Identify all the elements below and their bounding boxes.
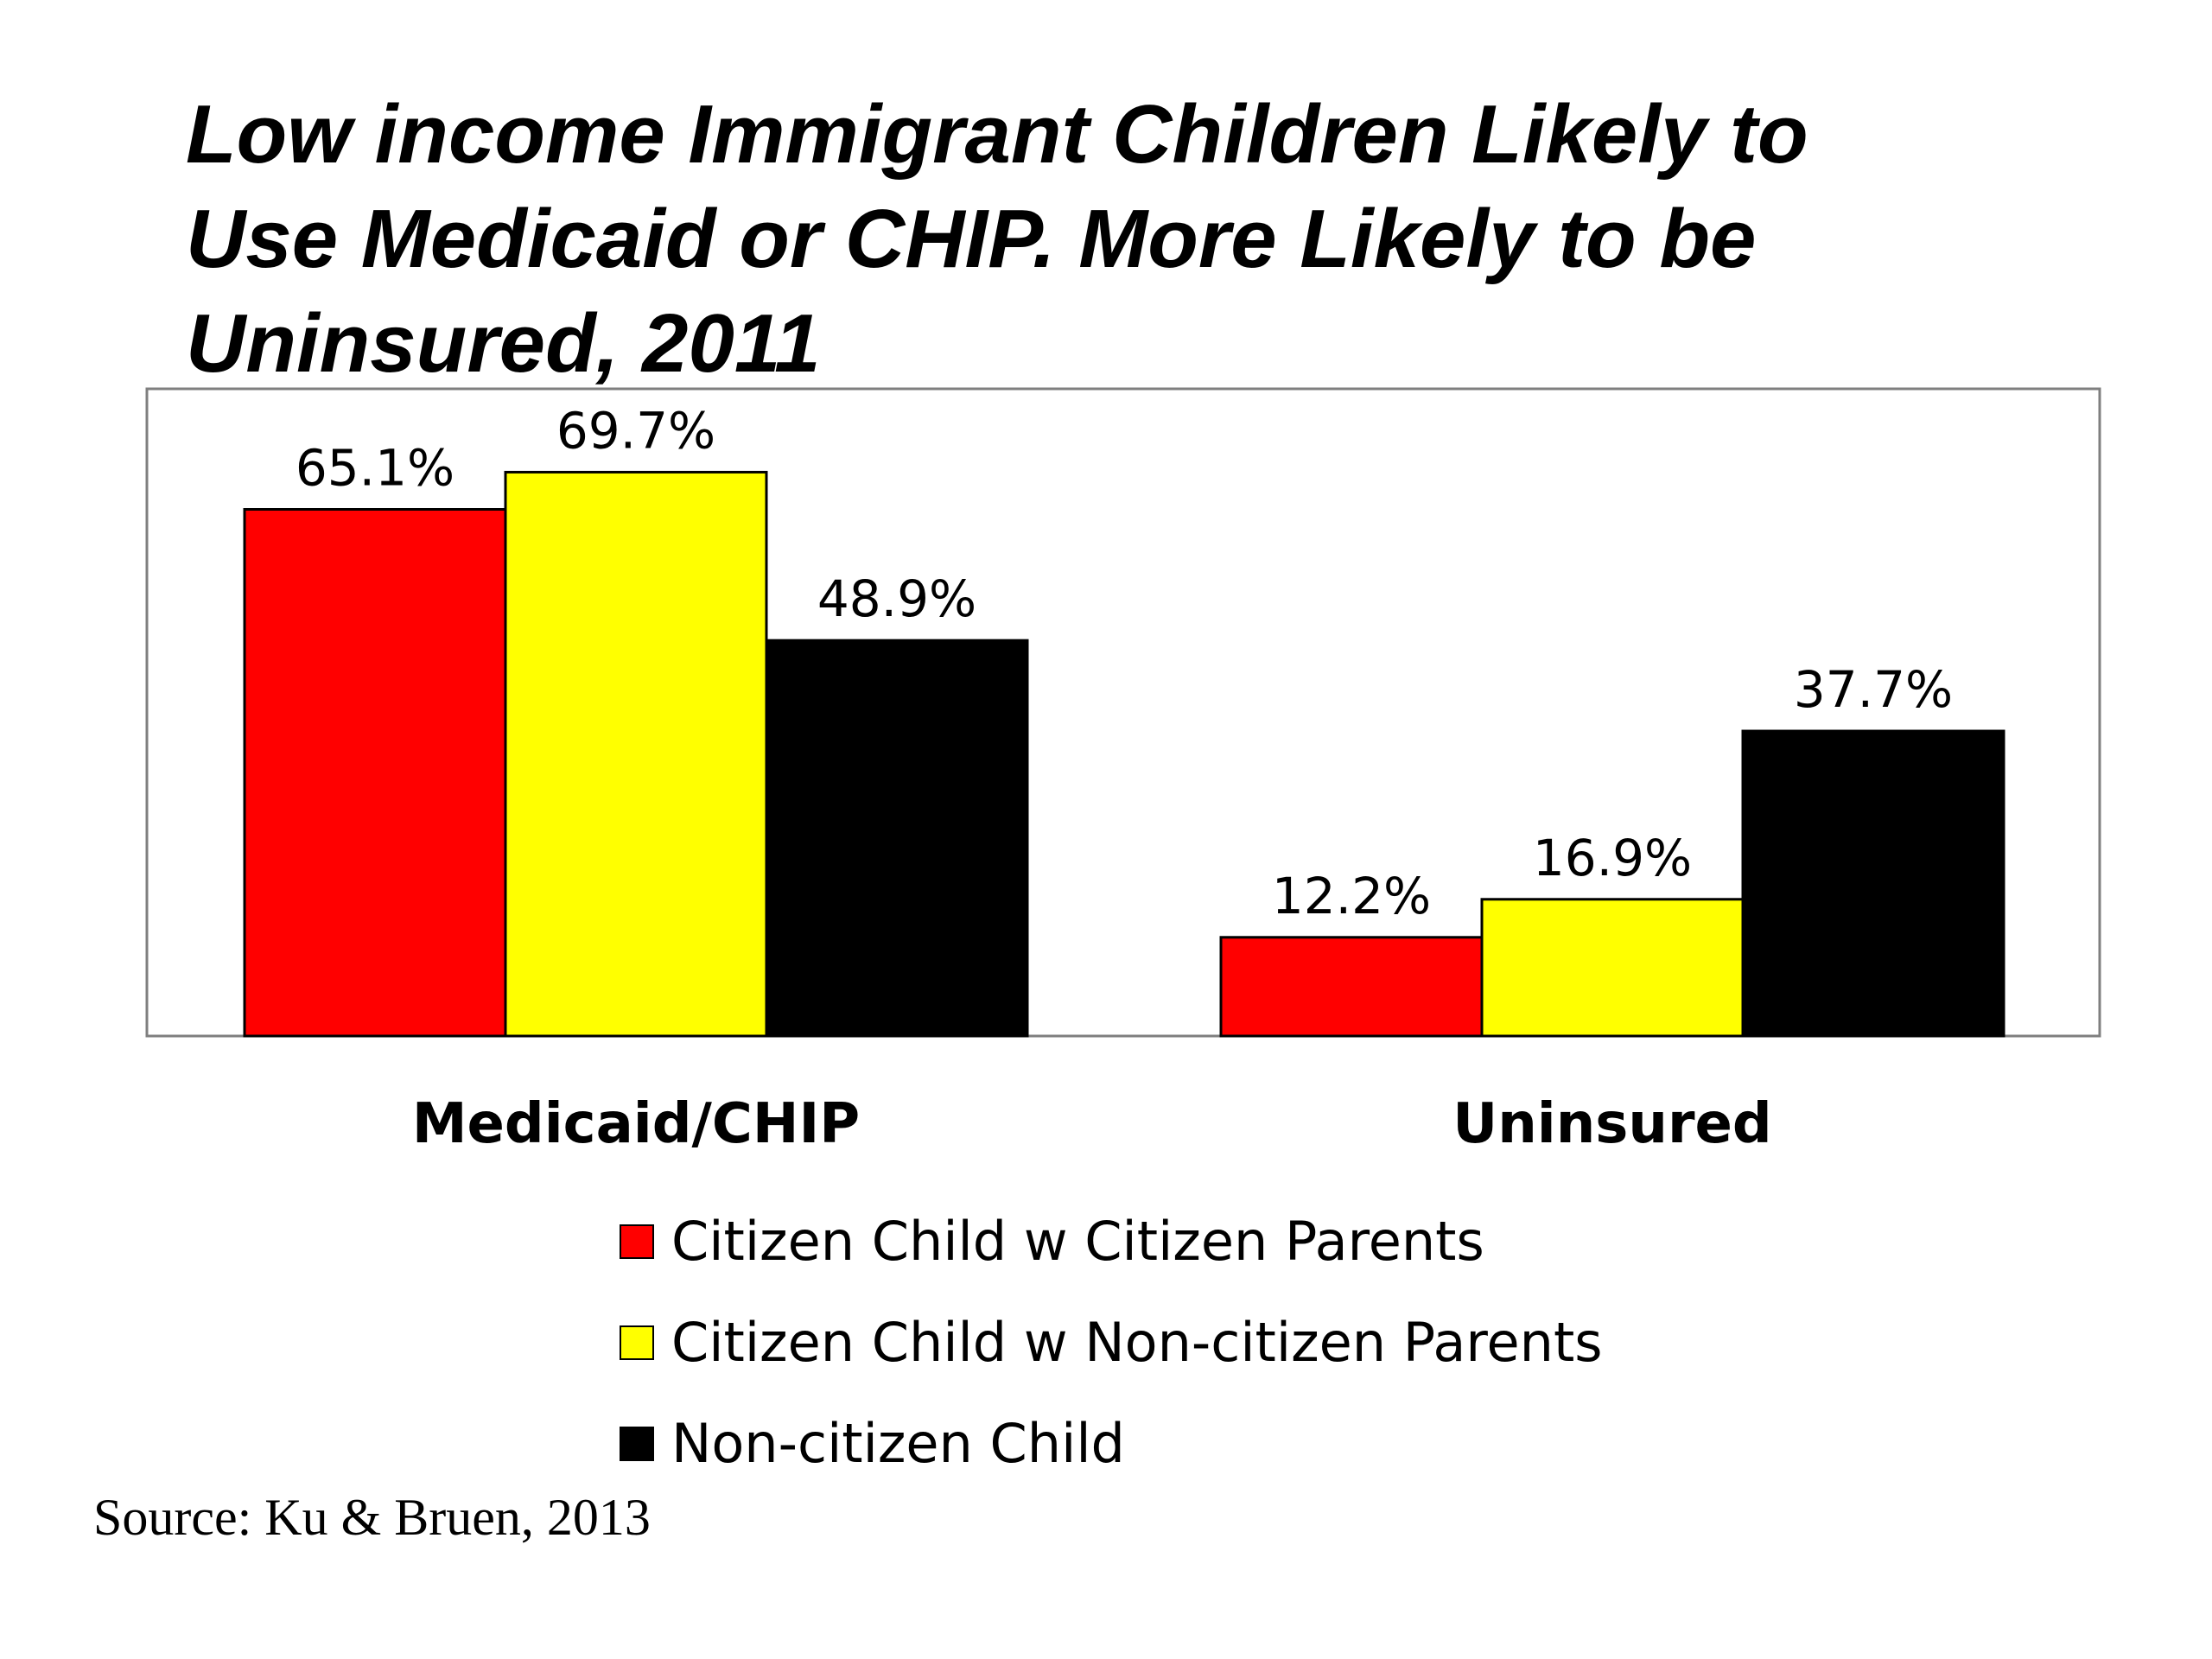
legend-swatch-red: [620, 1224, 654, 1259]
data-label: 69.7%: [556, 401, 715, 460]
bar-uninsured-citizen-child-w-citizen-parents: [1219, 936, 1484, 1038]
data-label: 37.7%: [1794, 660, 1953, 719]
chart-title-line-2: Use Medicaid or CHIP. More Likely to be: [186, 193, 1757, 285]
bar-medicaid-chip-non-citizen-child: [765, 639, 1029, 1038]
category-label-medicaid-chip: Medicaid/CHIP: [412, 1092, 860, 1156]
category-label-uninsured: Uninsured: [1452, 1092, 1771, 1156]
data-labels-layer: 65.1% 69.7% 48.9% 12.2% 16.9% 37.7%: [296, 401, 1953, 925]
legend-swatch-yellow: [620, 1325, 654, 1360]
bar-uninsured-non-citizen-child: [1741, 729, 2005, 1038]
source-note: Source: Ku & Bruen, 2013: [93, 1489, 651, 1546]
legend-item-non-citizen-parents: Citizen Child w Non-citizen Parents: [620, 1292, 1603, 1393]
legend-item-citizen-parents: Citizen Child w Citizen Parents: [620, 1191, 1603, 1292]
data-label: 48.9%: [817, 569, 976, 628]
chart-title: Low income Immigrant Children Likely to …: [186, 82, 2104, 396]
legend-item-non-citizen-child: Non-citizen Child: [620, 1393, 1603, 1494]
category-labels-layer: Medicaid/CHIP Uninsured: [412, 1092, 1772, 1156]
bars-layer: [243, 470, 2005, 1038]
bar-medicaid-chip-citizen-child-w-citizen-parents: [243, 508, 507, 1038]
legend-label: Non-citizen Child: [671, 1412, 1125, 1475]
data-label: 12.2%: [1272, 867, 1431, 925]
chart-title-line-1: Low income Immigrant Children Likely to: [186, 88, 1808, 181]
legend-label: Citizen Child w Non-citizen Parents: [671, 1311, 1603, 1374]
legend-swatch-black: [620, 1426, 654, 1461]
data-label: 65.1%: [296, 439, 454, 498]
bar-medicaid-chip-citizen-child-w-non-citizen-parents: [504, 470, 768, 1038]
legend-label: Citizen Child w Citizen Parents: [671, 1210, 1484, 1273]
legend: Citizen Child w Citizen Parents Citizen …: [620, 1191, 1603, 1494]
data-label: 16.9%: [1533, 829, 1692, 887]
bar-uninsured-citizen-child-w-non-citizen-parents: [1480, 898, 1745, 1038]
chart-title-line-3: Uninsured, 2011: [186, 297, 821, 390]
